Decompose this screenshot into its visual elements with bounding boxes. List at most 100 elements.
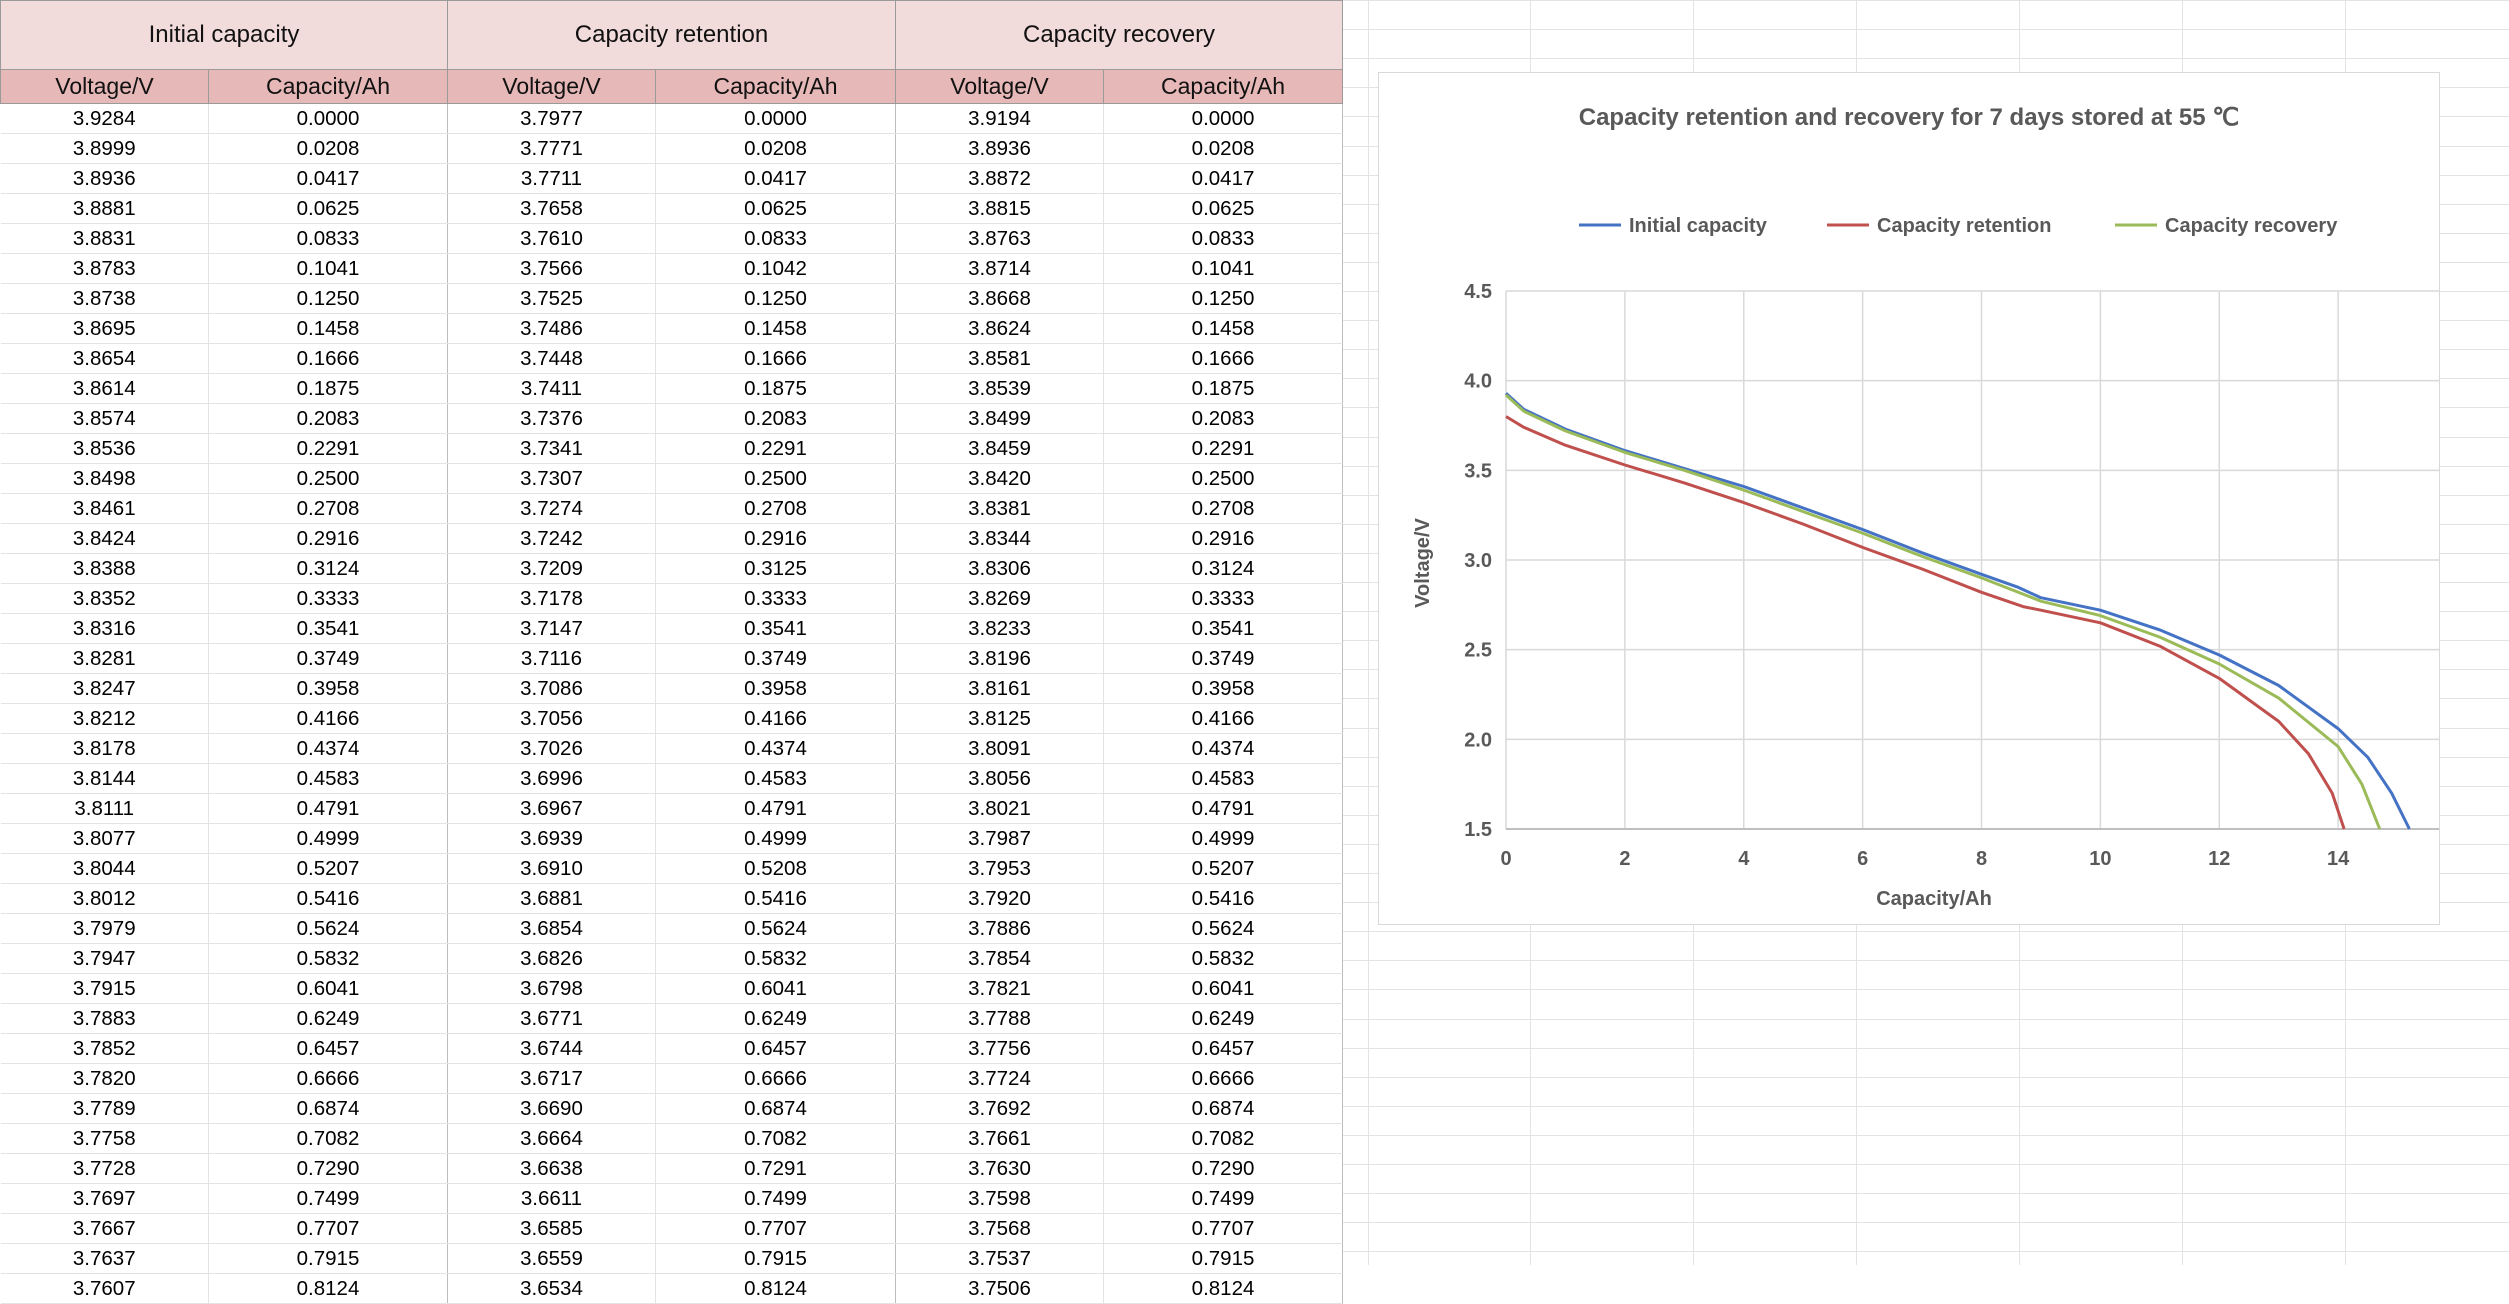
table-cell[interactable]: 3.7566 (447, 253, 656, 284)
table-cell[interactable]: 3.7820 (0, 1063, 209, 1094)
table-cell[interactable]: 3.7788 (895, 1003, 1105, 1034)
table-cell[interactable]: 0.5416 (655, 883, 897, 914)
table-cell[interactable]: 3.7920 (895, 883, 1105, 914)
table-cell[interactable]: 3.8763 (895, 223, 1105, 254)
table-cell[interactable]: 0.4999 (1103, 823, 1344, 854)
table-cell[interactable]: 3.7915 (0, 973, 209, 1004)
table-cell[interactable]: 0.6666 (1103, 1063, 1344, 1094)
subheader-cell[interactable]: Voltage/V (0, 69, 209, 104)
table-cell[interactable]: 3.8714 (895, 253, 1105, 284)
table-cell[interactable]: 3.8144 (0, 763, 209, 794)
table-cell[interactable]: 0.7707 (1103, 1213, 1344, 1244)
table-cell[interactable]: 0.0208 (208, 133, 448, 164)
table-cell[interactable]: 3.7977 (447, 103, 656, 134)
table-cell[interactable]: 0.7707 (208, 1213, 448, 1244)
table-cell[interactable]: 0.1666 (1103, 343, 1344, 374)
table-cell[interactable]: 0.6249 (1103, 1003, 1344, 1034)
table-cell[interactable]: 3.8881 (0, 193, 209, 224)
table-cell[interactable]: 0.2500 (655, 463, 897, 494)
table-cell[interactable]: 3.7242 (447, 523, 656, 554)
table-cell[interactable]: 3.6690 (447, 1093, 656, 1124)
table-cell[interactable]: 0.1250 (655, 283, 897, 314)
table-cell[interactable]: 3.7821 (895, 973, 1105, 1004)
table-cell[interactable]: 3.8077 (0, 823, 209, 854)
table-cell[interactable]: 3.7886 (895, 913, 1105, 944)
table-cell[interactable]: 0.0208 (655, 133, 897, 164)
table-cell[interactable]: 3.8091 (895, 733, 1105, 764)
table-cell[interactable]: 3.8999 (0, 133, 209, 164)
table-cell[interactable]: 0.6457 (1103, 1033, 1344, 1064)
table-cell[interactable]: 3.8233 (895, 613, 1105, 644)
table-cell[interactable]: 0.6874 (655, 1093, 897, 1124)
table-cell[interactable]: 3.7448 (447, 343, 656, 374)
table-cell[interactable]: 3.8352 (0, 583, 209, 614)
table-cell[interactable]: 0.3124 (208, 553, 448, 584)
table-cell[interactable]: 3.7658 (447, 193, 656, 224)
table-cell[interactable]: 3.7568 (895, 1213, 1105, 1244)
table-cell[interactable]: 3.8815 (895, 193, 1105, 224)
table-cell[interactable]: 0.4999 (655, 823, 897, 854)
table-cell[interactable]: 3.8012 (0, 883, 209, 914)
table-cell[interactable]: 0.3125 (655, 553, 897, 584)
table-cell[interactable]: 3.7274 (447, 493, 656, 524)
table-cell[interactable]: 0.0833 (655, 223, 897, 254)
table-cell[interactable]: 3.8381 (895, 493, 1105, 524)
table-cell[interactable]: 0.1666 (208, 343, 448, 374)
table-cell[interactable]: 3.7086 (447, 673, 656, 704)
table-cell[interactable]: 3.8212 (0, 703, 209, 734)
table-cell[interactable]: 0.3541 (208, 613, 448, 644)
table-cell[interactable]: 0.4166 (1103, 703, 1344, 734)
table-cell[interactable]: 3.7506 (895, 1273, 1105, 1304)
table-cell[interactable]: 3.7979 (0, 913, 209, 944)
table-cell[interactable]: 0.0208 (1103, 133, 1344, 164)
table-cell[interactable]: 0.2083 (1103, 403, 1344, 434)
table-cell[interactable]: 0.1666 (655, 343, 897, 374)
table-cell[interactable]: 0.4583 (1103, 763, 1344, 794)
table-cell[interactable]: 3.7607 (0, 1273, 209, 1304)
table-cell[interactable]: 0.4791 (208, 793, 448, 824)
table-cell[interactable]: 3.8872 (895, 163, 1105, 194)
table-cell[interactable]: 3.9194 (895, 103, 1105, 134)
table-cell[interactable]: 0.0417 (208, 163, 448, 194)
table-cell[interactable]: 3.7771 (447, 133, 656, 164)
table-cell[interactable]: 3.8306 (895, 553, 1105, 584)
header-capacity-recovery[interactable]: Capacity recovery (895, 0, 1344, 70)
table-cell[interactable]: 0.2708 (655, 493, 897, 524)
table-cell[interactable]: 0.6041 (655, 973, 897, 1004)
table-cell[interactable]: 3.8420 (895, 463, 1105, 494)
table-cell[interactable]: 0.7499 (655, 1183, 897, 1214)
table-cell[interactable]: 0.1458 (1103, 313, 1344, 344)
table-cell[interactable]: 3.8021 (895, 793, 1105, 824)
table-cell[interactable]: 3.6881 (447, 883, 656, 914)
table-cell[interactable]: 0.3541 (1103, 613, 1344, 644)
table-cell[interactable]: 0.6666 (655, 1063, 897, 1094)
table-cell[interactable]: 3.8831 (0, 223, 209, 254)
table-cell[interactable]: 3.7537 (895, 1243, 1105, 1274)
table-cell[interactable]: 3.8668 (895, 283, 1105, 314)
table-cell[interactable]: 3.8499 (895, 403, 1105, 434)
table-cell[interactable]: 3.7178 (447, 583, 656, 614)
table-cell[interactable]: 0.2291 (655, 433, 897, 464)
table-cell[interactable]: 0.4583 (655, 763, 897, 794)
table-cell[interactable]: 0.5832 (655, 943, 897, 974)
table-cell[interactable]: 3.6854 (447, 913, 656, 944)
table-cell[interactable]: 0.1458 (208, 313, 448, 344)
table-cell[interactable]: 3.7724 (895, 1063, 1105, 1094)
table-cell[interactable]: 0.5208 (655, 853, 897, 884)
table-cell[interactable]: 0.3541 (655, 613, 897, 644)
table-cell[interactable]: 3.8424 (0, 523, 209, 554)
table-cell[interactable]: 3.7376 (447, 403, 656, 434)
table-cell[interactable]: 3.6534 (447, 1273, 656, 1304)
table-cell[interactable]: 0.2291 (1103, 433, 1344, 464)
table-cell[interactable]: 3.7789 (0, 1093, 209, 1124)
table-cell[interactable]: 0.7290 (208, 1153, 448, 1184)
table-cell[interactable]: 3.7209 (447, 553, 656, 584)
table-cell[interactable]: 0.3124 (1103, 553, 1344, 584)
table-cell[interactable]: 0.2916 (208, 523, 448, 554)
table-cell[interactable]: 3.8695 (0, 313, 209, 344)
table-cell[interactable]: 3.8056 (895, 763, 1105, 794)
table-cell[interactable]: 0.2083 (208, 403, 448, 434)
table-cell[interactable]: 3.8498 (0, 463, 209, 494)
table-cell[interactable]: 0.1875 (655, 373, 897, 404)
table-cell[interactable]: 3.6826 (447, 943, 656, 974)
